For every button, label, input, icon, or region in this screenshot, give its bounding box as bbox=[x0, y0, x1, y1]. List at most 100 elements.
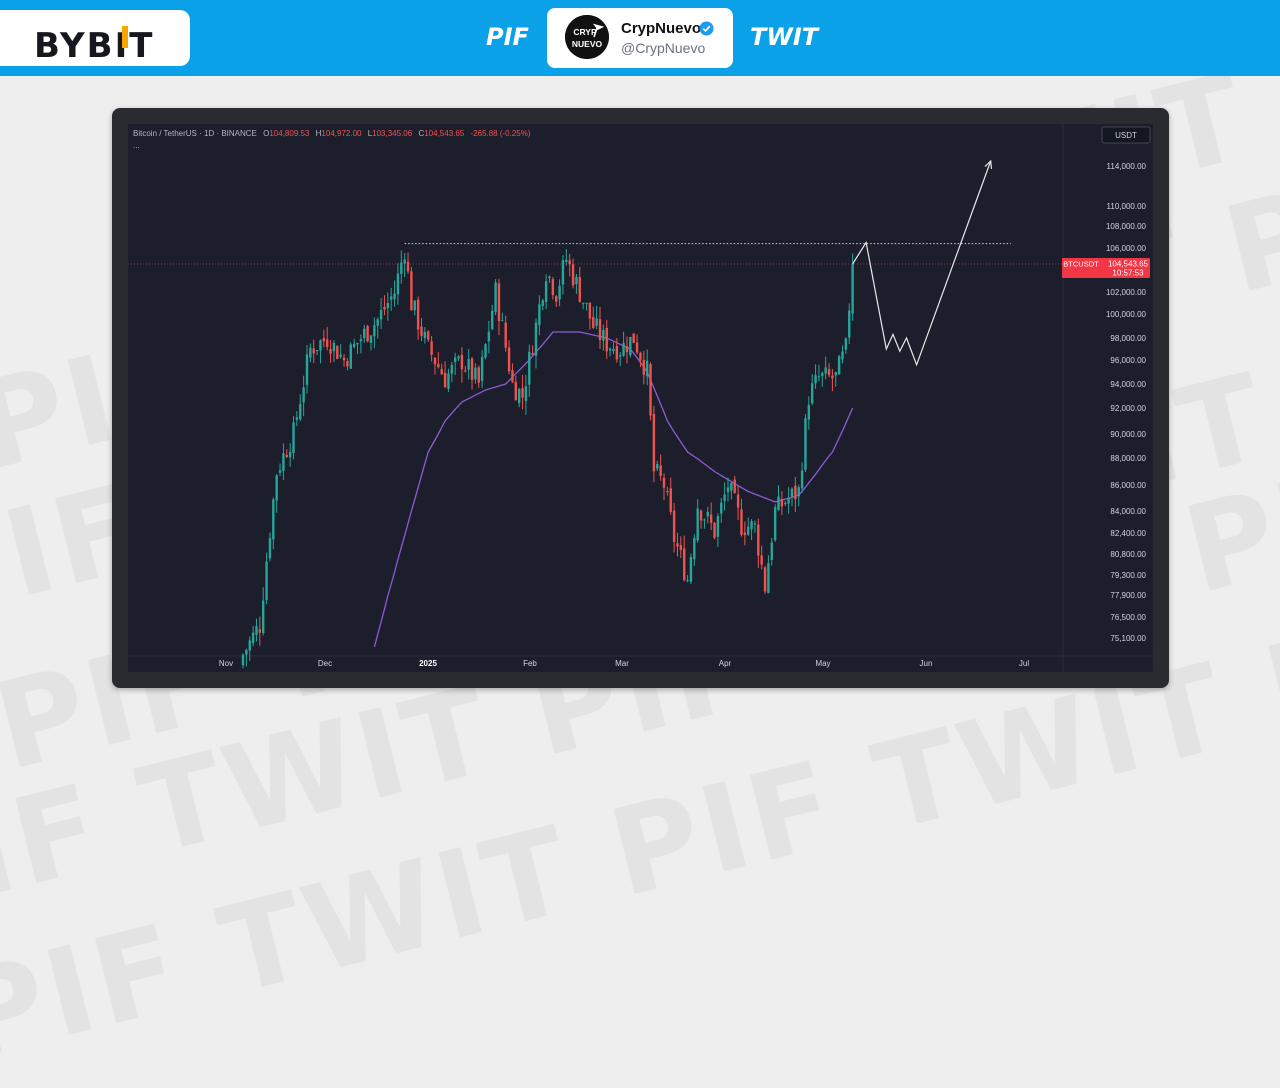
x-tick-label: Jun bbox=[920, 659, 933, 668]
candle-body bbox=[504, 322, 507, 348]
y-tick-label: 98,000.00 bbox=[1110, 334, 1146, 343]
candle-body bbox=[359, 339, 363, 342]
currency-button[interactable] bbox=[1101, 126, 1151, 144]
candle-body bbox=[342, 357, 346, 361]
candle-body bbox=[561, 260, 565, 285]
currency-label: USDT bbox=[1115, 131, 1137, 140]
candle-body bbox=[265, 561, 268, 601]
y-tick-label: 94,000.00 bbox=[1110, 380, 1146, 389]
candle-body bbox=[474, 367, 477, 380]
projection-arrowhead bbox=[984, 159, 993, 170]
candle-body bbox=[366, 326, 369, 342]
candle-body bbox=[551, 279, 555, 296]
candle-body bbox=[494, 282, 497, 312]
candle-body bbox=[379, 310, 383, 320]
candle-body bbox=[639, 352, 642, 361]
x-tick-label: 2025 bbox=[419, 659, 437, 668]
candle-body bbox=[416, 299, 420, 330]
close-value: 104,543.65 bbox=[424, 129, 465, 138]
candle-body bbox=[612, 349, 615, 352]
y-tick-label: 110,000.00 bbox=[1107, 202, 1147, 211]
candle-body bbox=[706, 512, 709, 517]
candle-body bbox=[528, 351, 531, 385]
y-tick-label: 82,400.00 bbox=[1110, 529, 1146, 538]
y-tick-label: 88,000.00 bbox=[1110, 454, 1146, 463]
y-tick-label: 90,000.00 bbox=[1110, 430, 1146, 439]
candle-body bbox=[581, 302, 585, 304]
candle-body bbox=[686, 580, 689, 582]
y-tick-label: 106,000.00 bbox=[1106, 244, 1147, 253]
candle-body bbox=[733, 479, 736, 493]
y-tick-label: 100,000.00 bbox=[1106, 310, 1147, 319]
candle-body bbox=[487, 331, 491, 342]
candle-body bbox=[615, 346, 619, 360]
candle-body bbox=[555, 296, 558, 302]
candle-body bbox=[470, 358, 474, 380]
candle-body bbox=[339, 354, 342, 357]
candle-body bbox=[248, 640, 251, 651]
candle-body bbox=[403, 259, 406, 264]
low-value: 103,345.06 bbox=[372, 129, 413, 138]
candle-body bbox=[645, 360, 649, 377]
candle-body bbox=[322, 337, 326, 342]
candle-body bbox=[524, 386, 528, 401]
y-tick-label: 80,800.00 bbox=[1110, 550, 1146, 559]
candle-body bbox=[689, 557, 693, 582]
price-chart[interactable]: 75,100.00 76,500.00 77,900.00 79,300.00 80,8… bbox=[128, 124, 1153, 672]
price-label-countdown: 10:57:53 bbox=[1112, 269, 1144, 278]
candle-body bbox=[568, 260, 571, 265]
candle-body bbox=[544, 281, 548, 303]
candle-body bbox=[565, 259, 568, 262]
candle-body bbox=[309, 347, 312, 358]
y-tick-label: 96,000.00 bbox=[1110, 356, 1146, 365]
candle-body bbox=[605, 327, 608, 352]
candle-body bbox=[824, 367, 827, 374]
candle-body bbox=[713, 522, 716, 538]
candle-body bbox=[821, 372, 824, 377]
candle-body bbox=[376, 319, 379, 326]
candle-body bbox=[292, 422, 295, 453]
candle-body bbox=[841, 351, 844, 360]
candle-body bbox=[383, 306, 386, 310]
y-tick-label: 108,000.00 bbox=[1106, 222, 1147, 231]
candle-body bbox=[837, 356, 841, 375]
candle-body bbox=[767, 563, 770, 594]
profile-card[interactable]: CRYP NUEVO CrypNuevo @CrypNuevo bbox=[547, 8, 733, 68]
y-tick-label: 102,000.00 bbox=[1106, 288, 1147, 297]
candle-body bbox=[831, 375, 834, 379]
y-tick-label: 92,000.00 bbox=[1110, 404, 1146, 413]
candle-body bbox=[278, 470, 282, 473]
candle-body bbox=[649, 364, 652, 416]
candle-body bbox=[295, 417, 299, 420]
ticker-label-box bbox=[1062, 258, 1106, 269]
more-indicator[interactable]: ... bbox=[133, 141, 140, 150]
candle-body bbox=[282, 453, 285, 471]
candle-body bbox=[763, 567, 767, 592]
candle-body bbox=[780, 498, 784, 507]
candle-body bbox=[757, 524, 760, 556]
candle-body bbox=[787, 497, 790, 504]
candle-body bbox=[349, 344, 352, 369]
candle-body bbox=[642, 359, 645, 375]
candle-body bbox=[629, 337, 632, 356]
candle-body bbox=[602, 330, 605, 341]
bybit-logo: BYBIT bbox=[0, 10, 190, 66]
x-tick-label: May bbox=[815, 659, 830, 668]
candle-body bbox=[302, 387, 305, 403]
high-label: H bbox=[316, 129, 322, 138]
avatar: CRYP NUEVO bbox=[565, 15, 609, 59]
candle-body bbox=[740, 509, 743, 535]
candle-body bbox=[511, 370, 514, 382]
open-label: O bbox=[263, 129, 269, 138]
candle-body bbox=[747, 526, 750, 535]
candle-body bbox=[326, 339, 329, 347]
avatar-text-bottom: NUEVO bbox=[572, 39, 603, 49]
candle-body bbox=[433, 357, 437, 365]
candle-body bbox=[807, 404, 811, 420]
profile-handle: @CrypNuevo bbox=[621, 40, 706, 56]
candle-body bbox=[396, 273, 400, 295]
change-value: -265.88 (-0.25%) bbox=[471, 129, 531, 138]
candle-body bbox=[329, 349, 332, 354]
candle-body bbox=[443, 372, 447, 388]
candle-body bbox=[423, 331, 427, 339]
